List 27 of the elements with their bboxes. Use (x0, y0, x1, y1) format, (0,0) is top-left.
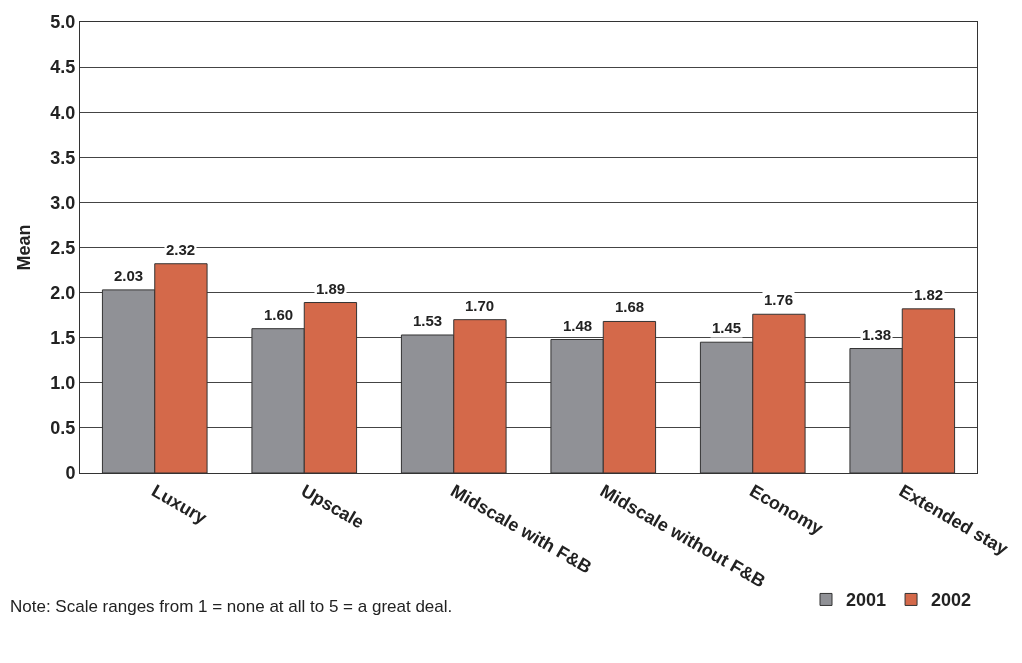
legend-label: 2002 (931, 590, 972, 611)
y-tick-label: 5.0 (50, 12, 76, 33)
y-tick-label: 1.5 (50, 328, 76, 348)
y-tick-label: 4.0 (50, 102, 76, 123)
y-tick-label: 4.5 (50, 57, 76, 78)
y-tick-label: 1.0 (50, 373, 76, 394)
legend-label: 2001 (846, 590, 887, 611)
data-label: 1.76 (764, 291, 794, 308)
data-label: 1.82 (914, 286, 944, 303)
data-label: 1.68 (615, 298, 645, 315)
data-label: 2.32 (166, 241, 196, 258)
y-tick-label: 0 (65, 463, 76, 484)
data-label: 2.03 (114, 267, 144, 284)
y-tick-label: 3.5 (50, 147, 76, 168)
data-label: 1.89 (316, 280, 346, 297)
data-label: 1.38 (862, 326, 892, 343)
y-tick-label: 2.5 (50, 237, 76, 258)
data-label: 1.45 (712, 319, 742, 336)
y-tick-label: 0.5 (50, 418, 76, 439)
y-tick-label: 3.0 (50, 192, 76, 213)
data-label: 1.70 (465, 297, 495, 314)
text: Note: Scale ranges from 1 = none at all to 5 = a great deal. (10, 597, 453, 616)
data-label: 1.48 (563, 317, 593, 334)
data-label: 1.53 (413, 312, 443, 329)
data-label: 1.60 (264, 306, 294, 323)
y-axis-title: Mean (13, 224, 34, 271)
y-tick-label: 2.0 (50, 282, 76, 303)
